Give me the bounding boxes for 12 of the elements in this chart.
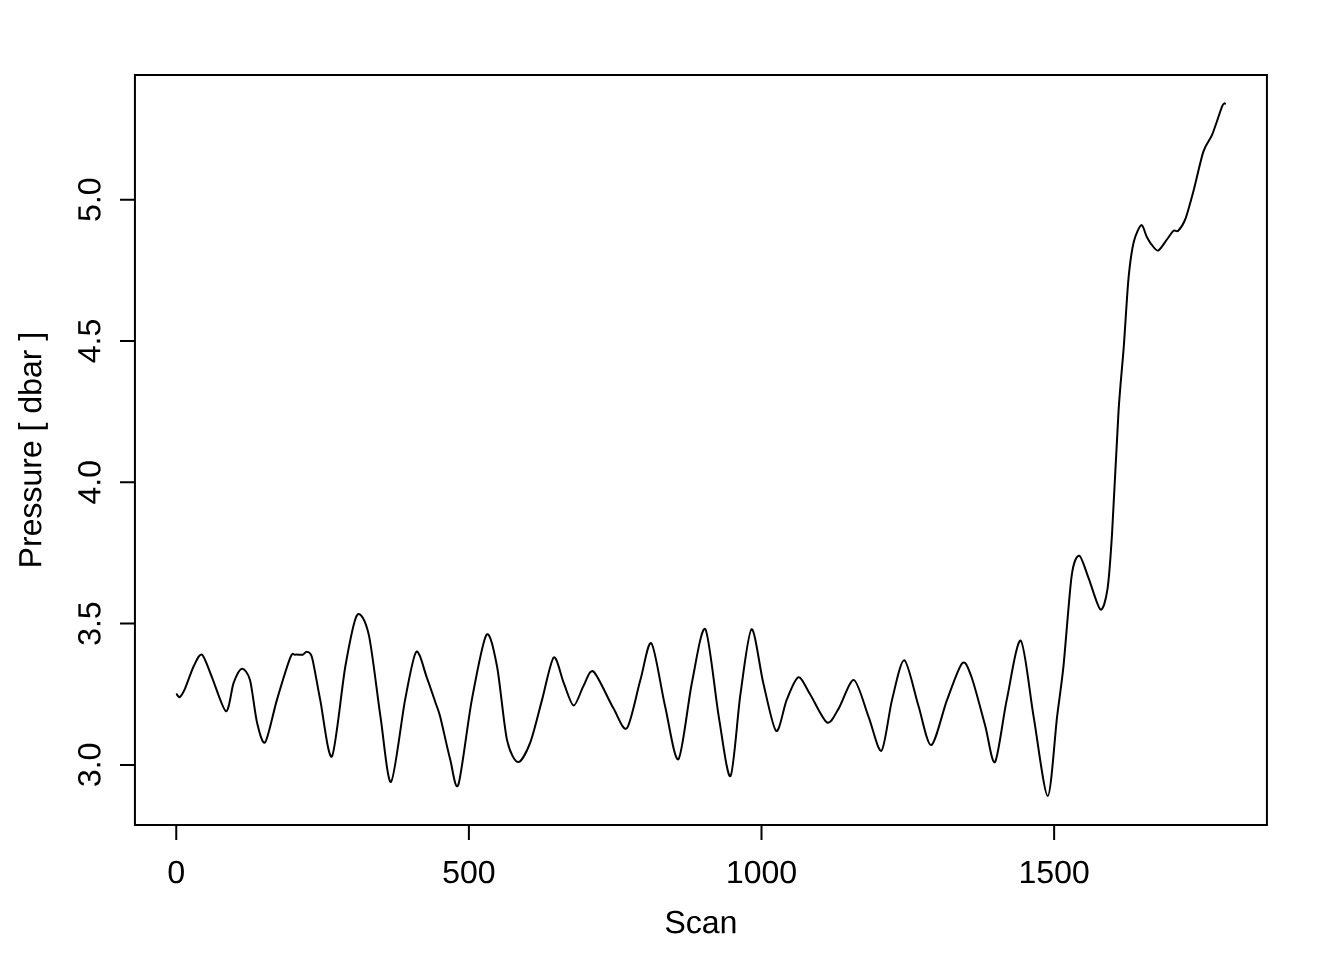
x-axis-title: Scan [665,910,736,934]
x-tick-label: 1000 [728,860,796,884]
x-tick-label: 1500 [1020,860,1089,884]
y-tick-label: 4.5 [78,320,101,363]
y-tick-label: 4.0 [78,461,101,504]
y-tick-label: 5.0 [78,178,101,221]
x-tick-label: 500 [443,860,495,884]
line-series [175,102,1227,797]
x-tick-label: 0 [168,860,184,884]
y-axis-title: Pressure [ dbar ] [18,334,48,566]
y-tick-label: 3.0 [78,743,101,786]
y-tick-label: 3.5 [78,602,101,645]
